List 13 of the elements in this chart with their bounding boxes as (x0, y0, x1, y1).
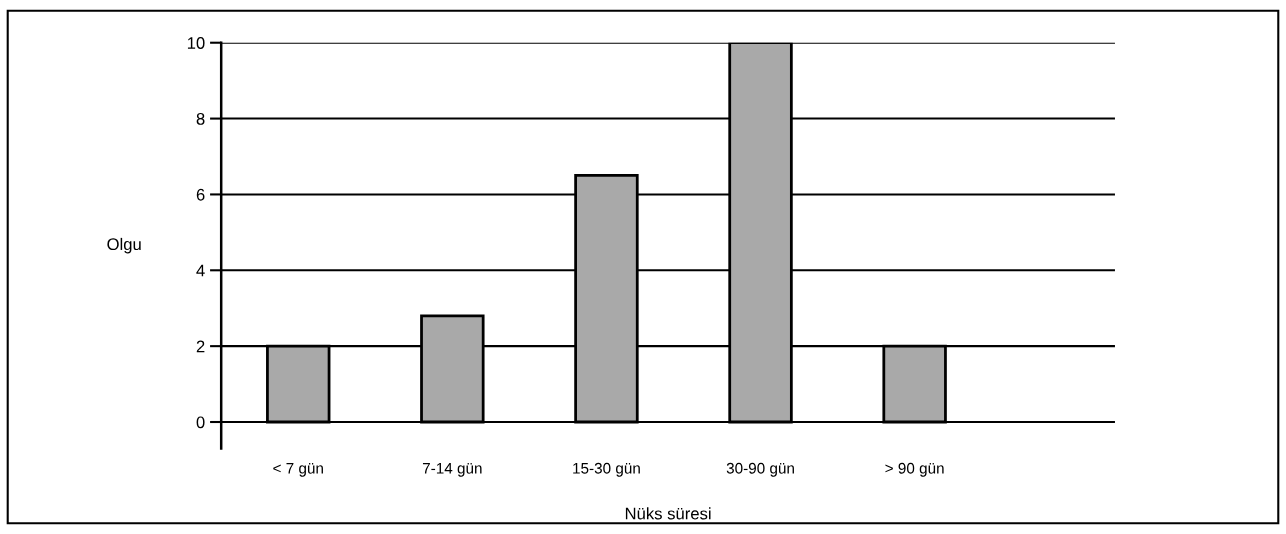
y-axis-title: Olgu (107, 237, 141, 254)
y-tick-label: 6 (196, 188, 205, 201)
x-tick-label: > 90 gün (885, 462, 944, 477)
y-tick-label: 2 (196, 340, 205, 353)
x-tick-label: 30-90 gün (726, 462, 794, 477)
x-tick-label: 7-14 gün (422, 463, 482, 477)
x-tick-label: < 7 gün (273, 463, 323, 477)
y-tick-label: 10 (187, 37, 205, 49)
x-tick-label: 15-30 gün (573, 462, 640, 477)
y-tick-label: 4 (196, 264, 205, 277)
x-axis-title: Nüks süresi (625, 507, 711, 520)
y-tick-label: 0 (196, 416, 205, 429)
y-tick-label: 8 (196, 112, 205, 125)
